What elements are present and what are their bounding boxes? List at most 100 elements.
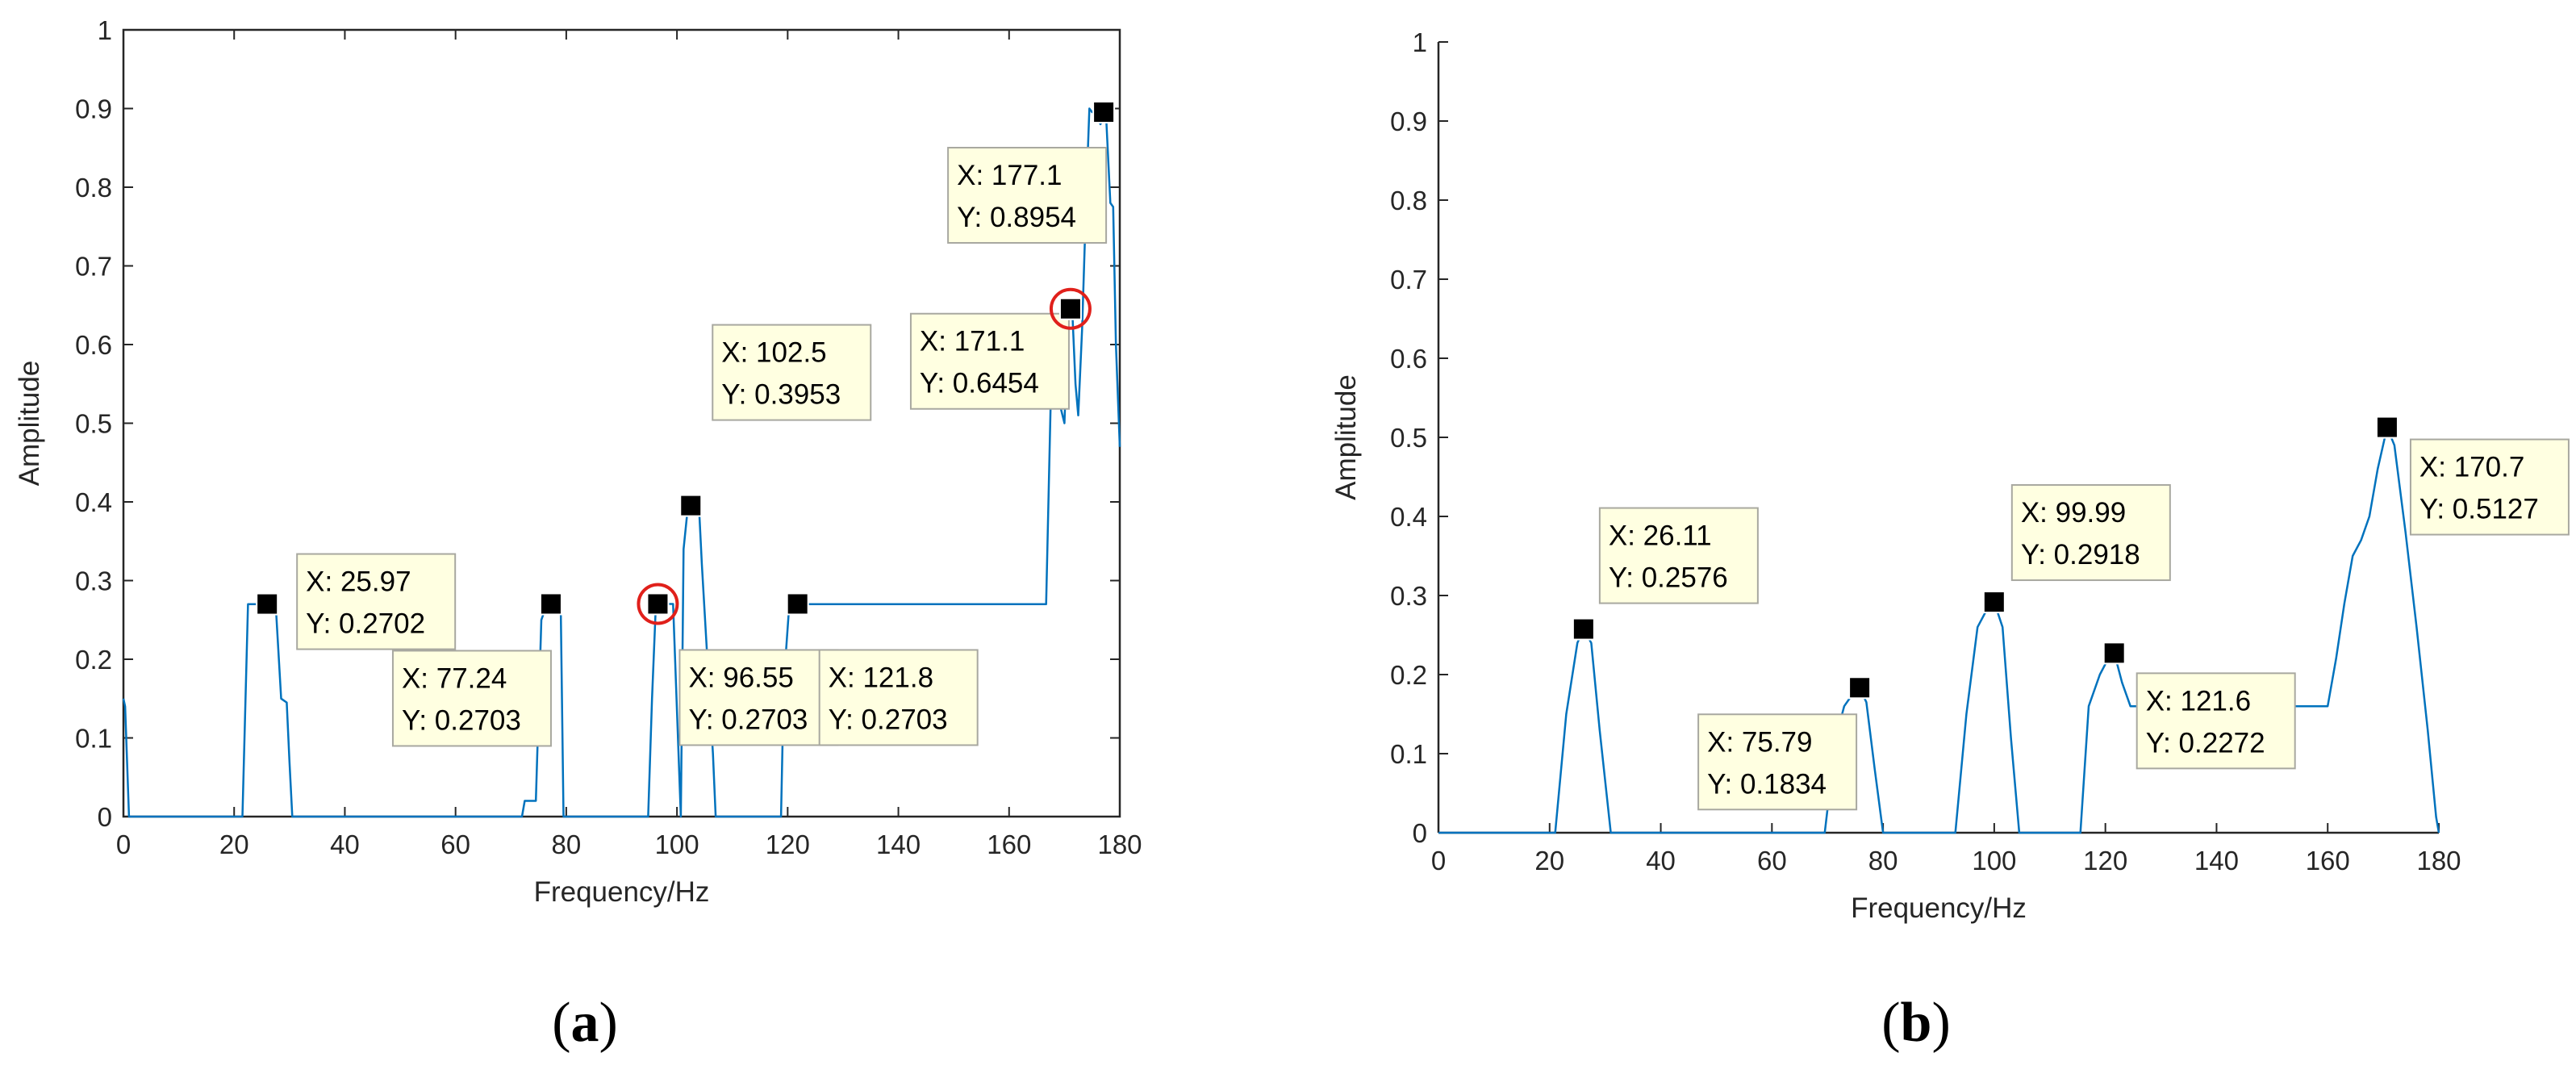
- panel-b: 0 20 40 60 80 100 120 140 160 180 0 0.1 0.2 0.3 0.4 0.5…: [1330, 27, 2570, 1054]
- datatip-y-label: Y: 0.2703: [402, 704, 521, 736]
- datatip-x-label: X: 177.1: [957, 160, 1062, 191]
- y-tick-label: 0.9: [75, 94, 112, 124]
- datatip-y-label: Y: 0.2703: [829, 704, 948, 735]
- y-tick-label: 0.6: [75, 330, 112, 360]
- datatip-x-label: X: 99.99: [2021, 497, 2126, 529]
- highlight-circle: [637, 583, 679, 625]
- x-axis-title: Frequency/Hz: [1851, 892, 2027, 924]
- x-tick-label: 160: [987, 830, 1031, 859]
- x-tick-label: 20: [219, 830, 249, 859]
- y-tick-label: 0.7: [1390, 265, 1427, 295]
- y-tick-label: 0: [98, 802, 112, 832]
- x-tick-label: 120: [766, 830, 810, 859]
- x-tick-label: 40: [1646, 846, 1676, 875]
- datatip-marker: [646, 592, 670, 616]
- datatip-x-label: X: 77.24: [402, 662, 507, 694]
- datatip: X: 26.11 Y: 0.2576: [1572, 507, 1759, 641]
- datatip-box: [1697, 713, 1858, 811]
- datatip-y-label: Y: 0.2702: [306, 608, 425, 640]
- y-tick-label: 0.4: [75, 487, 112, 517]
- datatip-y-label: Y: 0.2918: [2021, 539, 2140, 570]
- datatip-marker: [2102, 641, 2126, 665]
- y-tick-label: 0.8: [1390, 186, 1427, 215]
- y-axis-title: Amplitude: [1330, 374, 1362, 500]
- datatip-x-label: X: 102.5: [721, 337, 826, 369]
- y-axis-title: Amplitude: [14, 361, 45, 487]
- datatip-box: [2409, 438, 2570, 536]
- datatip-marker: [1058, 297, 1082, 320]
- x-tick-label: 60: [1757, 846, 1787, 875]
- panel-a: 0 20 40 60 80 100 120 140 160 180 0 0.1 0.2 0.3 0.4 0.5…: [14, 15, 1142, 1054]
- datatip-box: [712, 324, 872, 421]
- x-tick-label: 180: [2416, 846, 2461, 875]
- datatip-y-label: Y: 0.2272: [2146, 727, 2265, 758]
- y-tick-label: 0.4: [1390, 502, 1427, 532]
- datatip-box: [678, 649, 839, 746]
- y-tick-label: 0.7: [75, 252, 112, 282]
- datatip-box: [947, 146, 1108, 244]
- panel-label: (a): [552, 992, 618, 1054]
- x-tick-label: 80: [1868, 846, 1898, 875]
- datatip-y-label: Y: 0.8954: [957, 202, 1076, 233]
- datatip-marker: [1982, 591, 2006, 614]
- x-tick-label: 140: [876, 830, 921, 859]
- datatip: X: 75.79 Y: 0.1834: [1697, 676, 1872, 811]
- datatip: X: 171.1 Y: 0.6454: [909, 287, 1092, 410]
- datatip-marker: [679, 494, 703, 517]
- x-tick-label: 80: [552, 830, 582, 859]
- datatip: X: 99.99 Y: 0.2918: [1982, 484, 2171, 614]
- datatip: X: 77.24 Y: 0.2703: [391, 592, 562, 747]
- datatip-y-label: Y: 0.2576: [1609, 562, 1728, 594]
- spectrum-line: [122, 107, 1121, 818]
- y-tick-label: 0.1: [1390, 739, 1427, 769]
- datatip-box: [2136, 672, 2296, 770]
- y-tick-label: 1: [1413, 27, 1427, 57]
- datatip: X: 96.55 Y: 0.2703: [637, 583, 839, 746]
- highlight-circle: [1049, 287, 1092, 330]
- datatip-y-label: Y: 0.2703: [688, 704, 808, 735]
- datatip-x-label: X: 25.97: [306, 566, 411, 598]
- y-tick-label: 0.5: [1390, 423, 1427, 453]
- datatip-box: [296, 553, 457, 650]
- datatip-x-label: X: 170.7: [2419, 452, 2524, 483]
- datatip-x-label: X: 171.1: [920, 326, 1025, 357]
- y-tick-label: 0: [1413, 818, 1427, 848]
- x-tick-label: 120: [2083, 846, 2127, 875]
- y-tick-label: 0.3: [1390, 581, 1427, 611]
- spectrum-line: [1438, 426, 2440, 834]
- datatip-marker: [2375, 416, 2399, 439]
- x-tick-label: 40: [330, 830, 360, 859]
- datatip-x-label: X: 26.11: [1609, 520, 1712, 552]
- x-tick-label: 180: [1097, 830, 1142, 859]
- x-tick-label: 60: [440, 830, 470, 859]
- datatip-marker: [1848, 676, 1872, 700]
- y-tick-label: 0.3: [75, 566, 112, 596]
- datatip-y-label: Y: 0.5127: [2419, 494, 2539, 525]
- y-tick-label: 0.6: [1390, 344, 1427, 374]
- datatip-marker: [1092, 100, 1116, 123]
- datatip-x-label: X: 121.6: [2146, 685, 2251, 717]
- datatip-x-label: X: 121.8: [829, 662, 933, 693]
- datatip: X: 177.1 Y: 0.8954: [947, 100, 1116, 244]
- datatip-marker: [256, 592, 279, 616]
- y-tick-label: 0.2: [75, 645, 112, 675]
- datatip: X: 121.8 Y: 0.2703: [786, 592, 979, 746]
- datatip-box: [818, 649, 979, 746]
- datatip: X: 170.7 Y: 0.5127: [2375, 416, 2570, 536]
- y-tick-label: 0.8: [75, 173, 112, 203]
- x-tick-label: 160: [2306, 846, 2350, 875]
- y-tick-label: 1: [98, 15, 112, 45]
- datatip-box: [909, 312, 1070, 410]
- datatip: X: 25.97 Y: 0.2702: [256, 553, 457, 650]
- datatip-y-label: Y: 0.1834: [1707, 768, 1827, 800]
- x-tick-label: 0: [1431, 846, 1446, 875]
- y-tick-label: 0.1: [75, 724, 112, 754]
- y-tick-label: 0.5: [75, 409, 112, 439]
- panel-label: (b): [1881, 992, 1951, 1054]
- datatip-box: [1598, 507, 1759, 604]
- x-tick-label: 100: [655, 830, 699, 859]
- x-tick-label: 100: [1972, 846, 2016, 875]
- x-axis-title: Frequency/Hz: [534, 876, 710, 908]
- y-tick-label: 0.9: [1390, 107, 1427, 136]
